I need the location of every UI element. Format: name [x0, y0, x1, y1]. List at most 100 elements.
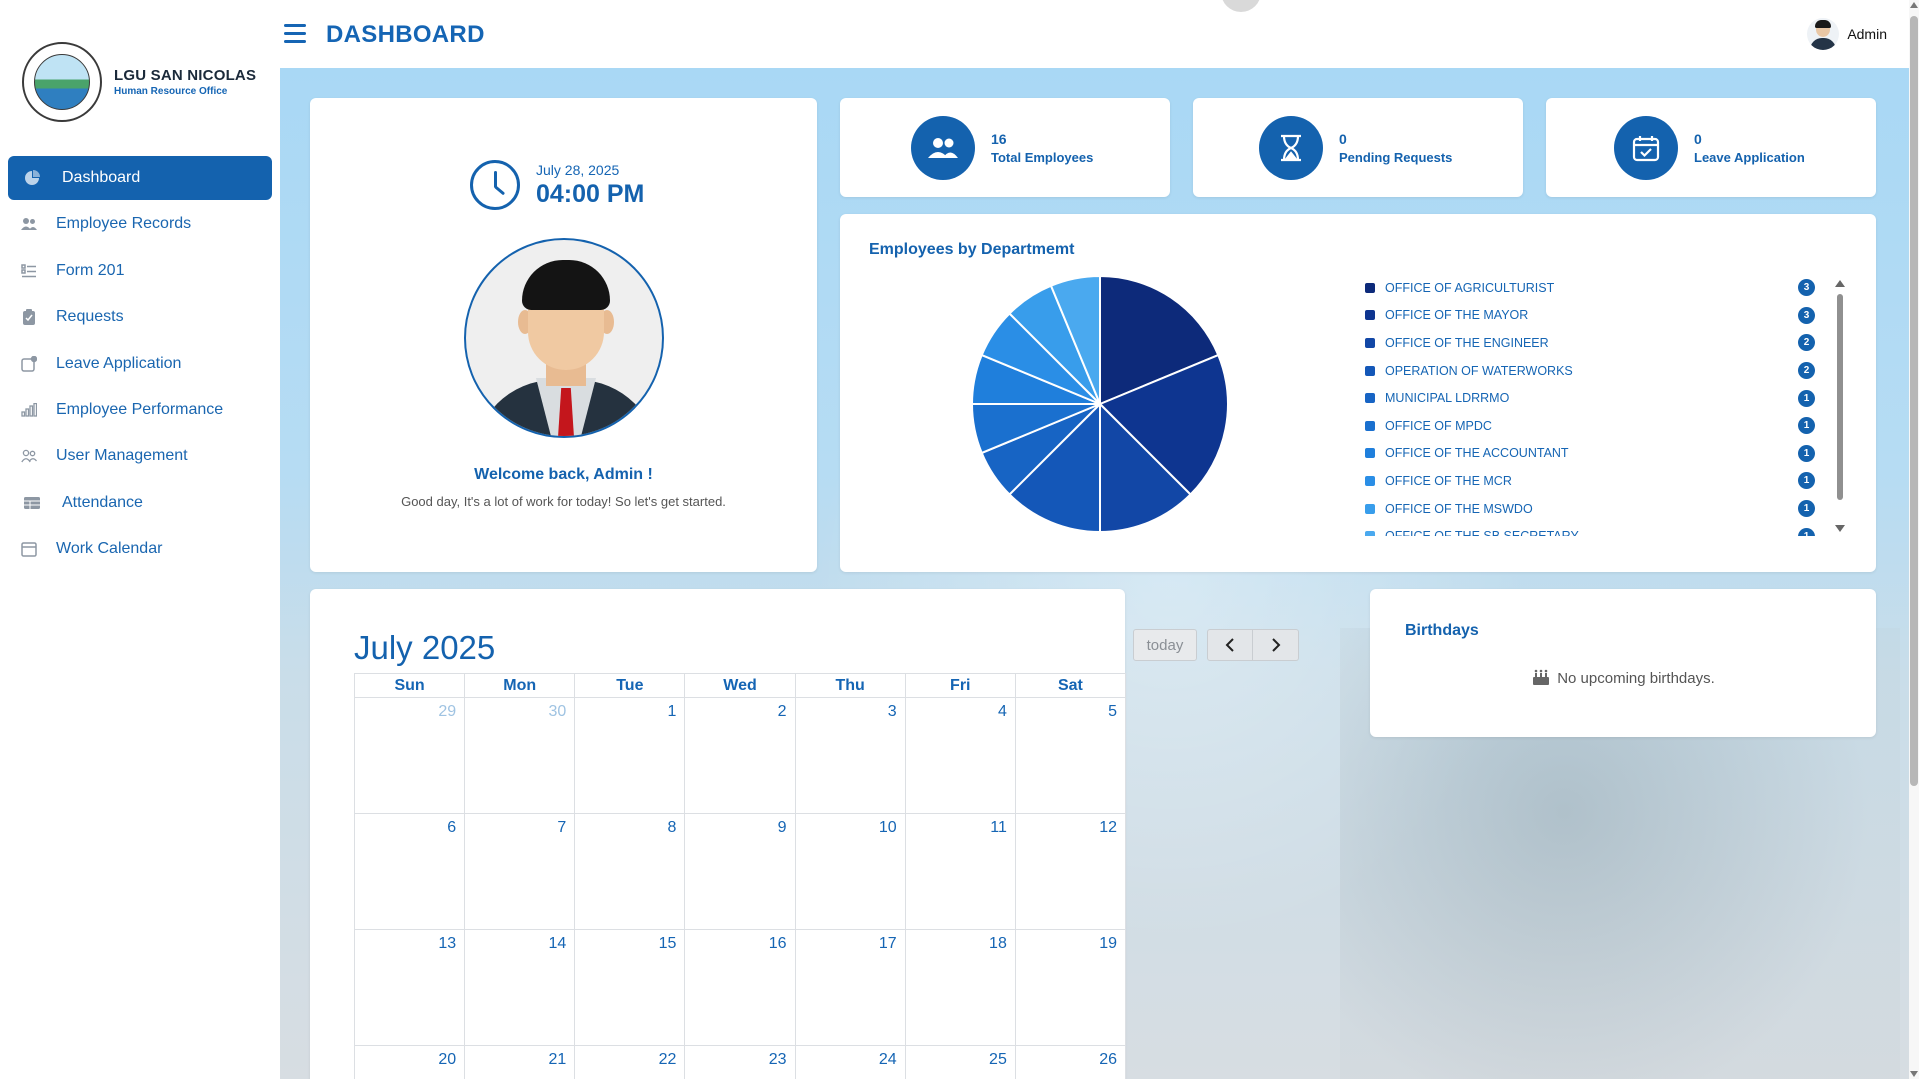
calendar-day-cell[interactable]: 10	[795, 814, 906, 930]
legend-count-badge: 1	[1798, 417, 1815, 435]
pie-slice[interactable]	[1008, 401, 1101, 534]
legend-item[interactable]: OFFICE OF AGRICULTURIST 3	[1365, 274, 1825, 302]
user-menu[interactable]: Admin	[1807, 18, 1887, 50]
legend-swatch	[1365, 337, 1375, 348]
prev-month-button[interactable]	[1207, 629, 1253, 661]
calendar-day-cell[interactable]: 12	[1015, 814, 1126, 930]
calendar-day-cell[interactable]: 30	[465, 698, 576, 814]
sidebar-item-label: Attendance	[62, 493, 143, 511]
legend-label: OFFICE OF THE MAYOR	[1385, 308, 1529, 323]
legend-label: OFFICE OF THE SB SECRETARY	[1385, 529, 1579, 536]
calendar-day-cell[interactable]: 16	[685, 930, 796, 1046]
calendar-day-cell[interactable]: 13	[355, 930, 466, 1046]
legend-count-badge: 1	[1798, 527, 1815, 536]
loading-indicator	[1221, 0, 1261, 12]
calendar-day-cell[interactable]: 20	[355, 1046, 466, 1079]
legend-label: OFFICE OF THE ACCOUNTANT	[1385, 446, 1569, 461]
calendar-day-cell[interactable]: 23	[685, 1046, 796, 1079]
department-pie-chart[interactable]	[970, 274, 1230, 534]
sidebar-item-dashboard[interactable]: Dashboard	[8, 156, 272, 200]
calendar-day-cell[interactable]: 14	[465, 930, 576, 1046]
page-scrollbar[interactable]	[1909, 0, 1919, 1079]
sidebar-item-employee-performance[interactable]: Employee Performance	[8, 388, 272, 432]
stat-label: Total Employees	[991, 149, 1094, 165]
calendar-week-row: 29 30 1 2 3 4 5	[355, 698, 1126, 814]
legend-label: OFFICE OF THE MSWDO	[1385, 501, 1533, 516]
calendar-title: July 2025	[354, 629, 496, 666]
users-icon	[911, 115, 975, 180]
next-month-button[interactable]	[1253, 629, 1299, 661]
sidebar-item-work-calendar[interactable]: Work Calendar	[8, 527, 272, 571]
legend-scrollbar[interactable]	[1834, 280, 1846, 532]
calendar-day-cell[interactable]: 7	[465, 814, 576, 930]
topbar: DASHBOARD Admin	[280, 0, 1909, 68]
pie-slice[interactable]	[1099, 401, 1192, 534]
stat-card-pending-requests[interactable]: 0 Pending Requests	[1193, 98, 1523, 197]
legend-label: OFFICE OF MPDC	[1385, 418, 1492, 433]
calendar-day-cell[interactable]: 1	[575, 698, 686, 814]
sidebar-item-user-management[interactable]: User Management	[8, 434, 272, 478]
main-content: July 28, 2025 04:00 PM Welcome back, Adm…	[280, 68, 1909, 1079]
legend-swatch	[1365, 310, 1375, 321]
calendar-day-cell[interactable]: 3	[795, 698, 906, 814]
chevron-right-icon	[1271, 638, 1280, 652]
sidebar-item-label: Dashboard	[62, 169, 141, 186]
legend-item[interactable]: OFFICE OF MPDC 1	[1365, 412, 1825, 440]
calendar-day-cell[interactable]: 29	[355, 698, 466, 814]
legend-item[interactable]: OFFICE OF THE MSWDO 1	[1365, 495, 1825, 523]
sidebar-item-label: User Management	[56, 447, 188, 465]
calendar-day-cell[interactable]: 15	[575, 930, 686, 1046]
calendar-day-cell[interactable]: 26	[1016, 1046, 1126, 1079]
calendar-day-cell[interactable]: 17	[795, 930, 906, 1046]
calendar-day-cell[interactable]: 4	[905, 698, 1016, 814]
sidebar-item-attendance[interactable]: Attendance	[8, 481, 272, 525]
calendar-day-cell[interactable]: 8	[575, 814, 686, 930]
pie-slice[interactable]	[1098, 353, 1229, 496]
sidebar-item-leave-application[interactable]: Leave Application	[8, 342, 272, 386]
legend-item[interactable]: OFFICE OF THE MAYOR 3	[1365, 302, 1825, 330]
legend-count-badge: 2	[1798, 362, 1815, 380]
pie-slice[interactable]	[1099, 274, 1220, 406]
calendar-day-cell[interactable]: 19	[1015, 930, 1126, 1046]
weekday-header: Tue	[575, 674, 686, 698]
legend-item[interactable]: OFFICE OF THE ACCOUNTANT 1	[1365, 440, 1825, 468]
stat-label: Leave Application	[1694, 149, 1805, 165]
pie-slice[interactable]	[1049, 274, 1101, 405]
weekday-header: Sun	[355, 674, 466, 698]
legend-swatch	[1365, 420, 1375, 431]
today-button[interactable]: today	[1133, 629, 1197, 661]
calendar-day-cell[interactable]: 2	[685, 698, 796, 814]
sidebar-item-employee-records[interactable]: Employee Records	[8, 202, 272, 246]
calendar-day-cell[interactable]: 25	[906, 1046, 1016, 1079]
calendar-day-cell[interactable]: 21	[465, 1046, 576, 1079]
calendar-day-cell[interactable]: 6	[355, 814, 466, 930]
sidebar-item-requests[interactable]: Requests	[8, 295, 272, 339]
weekday-header: Mon	[465, 674, 576, 698]
calendar-day-cell[interactable]: 18	[905, 930, 1016, 1046]
legend-label: OFFICE OF AGRICULTURIST	[1385, 280, 1555, 295]
legend-item[interactable]: MUNICIPAL LDRRMO 1	[1365, 384, 1825, 412]
legend-swatch	[1365, 503, 1375, 514]
calendar-day-cell[interactable]: 11	[905, 814, 1016, 930]
legend-item[interactable]: OFFICE OF THE SB SECRETARY 1	[1365, 522, 1825, 536]
calendar-day-cell[interactable]: 22	[575, 1046, 686, 1079]
stat-card-leave-application[interactable]: 0 Leave Application	[1546, 98, 1876, 197]
calendar-day-cell[interactable]: 9	[685, 814, 796, 930]
legend-swatch	[1365, 282, 1375, 293]
sidebar-item-label: Employee Records	[56, 215, 192, 233]
sidebar-item-form-201[interactable]: Form 201	[8, 249, 272, 293]
legend-item[interactable]: OFFICE OF THE ENGINEER 2	[1365, 329, 1825, 357]
legend-item[interactable]: OPERATION OF WATERWORKS 2	[1365, 357, 1825, 385]
legend-count-badge: 1	[1798, 444, 1815, 462]
stat-card-total-employees[interactable]: 16 Total Employees	[840, 98, 1170, 197]
legend-swatch	[1365, 475, 1375, 486]
menu-toggle-icon[interactable]	[284, 24, 306, 44]
calendar-day-cell[interactable]: 24	[796, 1046, 906, 1079]
calendar-day-cell[interactable]: 5	[1015, 698, 1126, 814]
legend-item[interactable]: OFFICE OF THE MCR 1	[1365, 467, 1825, 495]
pie-chart-icon	[23, 169, 41, 187]
clipboard-icon	[20, 308, 38, 326]
sidebar-item-label: Employee Performance	[56, 400, 224, 418]
avatar	[464, 238, 664, 438]
clock-icon	[470, 160, 520, 210]
